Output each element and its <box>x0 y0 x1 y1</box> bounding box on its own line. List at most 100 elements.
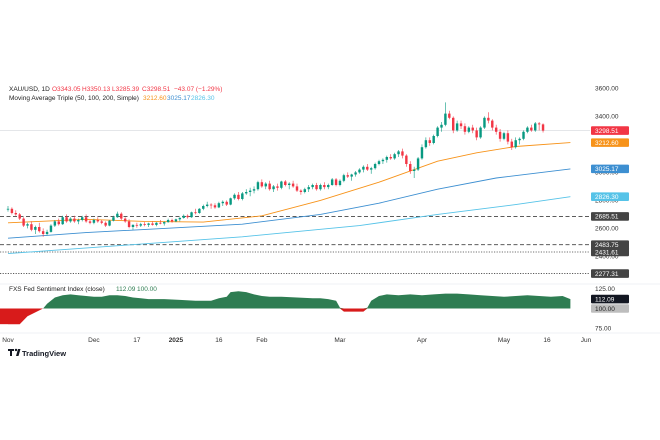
candle-body <box>108 220 111 226</box>
candle-body <box>209 204 213 206</box>
candle-body <box>385 157 389 160</box>
candle-body <box>268 183 271 190</box>
candle-body <box>61 217 64 225</box>
candle-body <box>248 190 252 192</box>
candle-body <box>526 127 529 132</box>
tradingview-logo-dot <box>14 348 18 352</box>
candle-body <box>45 231 49 234</box>
candle-body <box>112 217 115 221</box>
ma-title: Moving Average Triple (50, 100, 200, Sim… <box>9 95 139 102</box>
price-tag-label: 3212.60 <box>595 140 619 147</box>
candle-body <box>463 126 467 132</box>
candle-body <box>518 138 521 141</box>
sentiment-tick-label: 75.00 <box>595 325 612 332</box>
candle-body <box>264 183 267 187</box>
candle-body <box>178 217 182 220</box>
price-tag-label: 2483.75 <box>595 242 619 249</box>
price-tag <box>591 126 629 135</box>
candle-body <box>491 120 494 128</box>
candle-body <box>166 220 170 223</box>
candle-body <box>163 222 166 224</box>
price-tick-label: 2800.00 <box>595 198 619 205</box>
candle-body <box>123 218 127 222</box>
candle-body <box>6 208 10 210</box>
candle-body <box>436 127 439 136</box>
close-value: C3298.51 <box>142 86 171 93</box>
sentiment-baseline-tag <box>591 304 629 313</box>
candle-body <box>151 223 154 225</box>
low-value: L3285.39 <box>112 86 139 93</box>
candle-body <box>26 224 29 226</box>
time-tick-label: May <box>498 337 511 344</box>
candle-body <box>65 217 68 222</box>
candle-body <box>510 141 514 148</box>
candle-body <box>194 212 197 214</box>
time-axis: Nov Dec 17 2025 16 Feb Mar Apr May 16 Jun <box>2 337 591 344</box>
candle-body <box>276 186 279 188</box>
candle-body <box>198 208 201 213</box>
candle-body <box>366 166 369 170</box>
candle-body <box>104 222 107 226</box>
sentiment-value-tag-label: 112.09 <box>595 296 615 303</box>
price-tag <box>591 192 629 202</box>
candle-body <box>377 161 381 164</box>
time-tick-label: Feb <box>256 337 268 344</box>
candle-body <box>338 180 342 185</box>
time-tick-label: 2025 <box>169 337 184 344</box>
price-tag-label: 3298.51 <box>595 128 619 135</box>
candle-body <box>10 208 14 213</box>
candle-body <box>256 182 260 190</box>
candle-body <box>84 217 88 222</box>
price-tag-label: 3025.17 <box>595 166 619 173</box>
candle-body <box>448 113 451 118</box>
candle-body <box>350 174 353 177</box>
candle-body <box>440 124 443 128</box>
ma200-header-value: 2826.30 <box>191 95 215 102</box>
candle-body <box>389 157 392 159</box>
candle-body <box>479 127 482 138</box>
candle-body <box>225 201 228 205</box>
candle-body <box>159 222 162 224</box>
ma50-header-value: 3212.60 <box>143 95 167 102</box>
ma100-header-value: 3025.17 <box>167 95 191 102</box>
candle-body <box>127 221 131 227</box>
candle-body <box>139 224 142 226</box>
candle-body <box>444 113 447 125</box>
sentiment-header-value2: 100.00 <box>137 286 157 293</box>
candle-body <box>217 203 221 208</box>
candle-body <box>34 227 37 230</box>
candle-body <box>506 133 510 142</box>
candle-body <box>459 123 463 127</box>
candle-body <box>280 181 283 188</box>
price-tick-label: 3600.00 <box>595 86 619 93</box>
sentiment-positive-area <box>8 291 571 309</box>
tradingview-wordmark: TradingView <box>22 349 66 358</box>
sentiment-value-tag <box>591 294 629 304</box>
candle-body <box>514 140 517 148</box>
candle-body <box>471 127 474 131</box>
candle-body <box>354 172 357 175</box>
candle-body <box>260 182 264 187</box>
candle-body <box>245 192 248 194</box>
time-tick-label: Dec <box>88 337 100 344</box>
candle-body <box>530 127 533 131</box>
candle-body <box>369 168 373 170</box>
candle-body <box>213 205 217 208</box>
candle-body <box>498 131 502 139</box>
time-tick-label: Jun <box>581 337 592 344</box>
candle-body <box>182 215 185 218</box>
candle-body <box>334 179 338 185</box>
ma200-line <box>7 196 571 255</box>
price-tick-label: 3000.00 <box>595 170 619 177</box>
price-tag <box>591 164 629 174</box>
candle-body <box>401 151 404 156</box>
candle-body <box>100 221 103 223</box>
candle-body <box>483 117 486 128</box>
candle-body <box>522 131 525 139</box>
sentiment-baseline-tag-label: 100.00 <box>595 306 615 313</box>
price-tick-label: 2600.00 <box>595 226 619 233</box>
high-value: H3350.13 <box>82 86 111 93</box>
candle-body <box>397 151 400 155</box>
moving-averages <box>7 142 571 255</box>
